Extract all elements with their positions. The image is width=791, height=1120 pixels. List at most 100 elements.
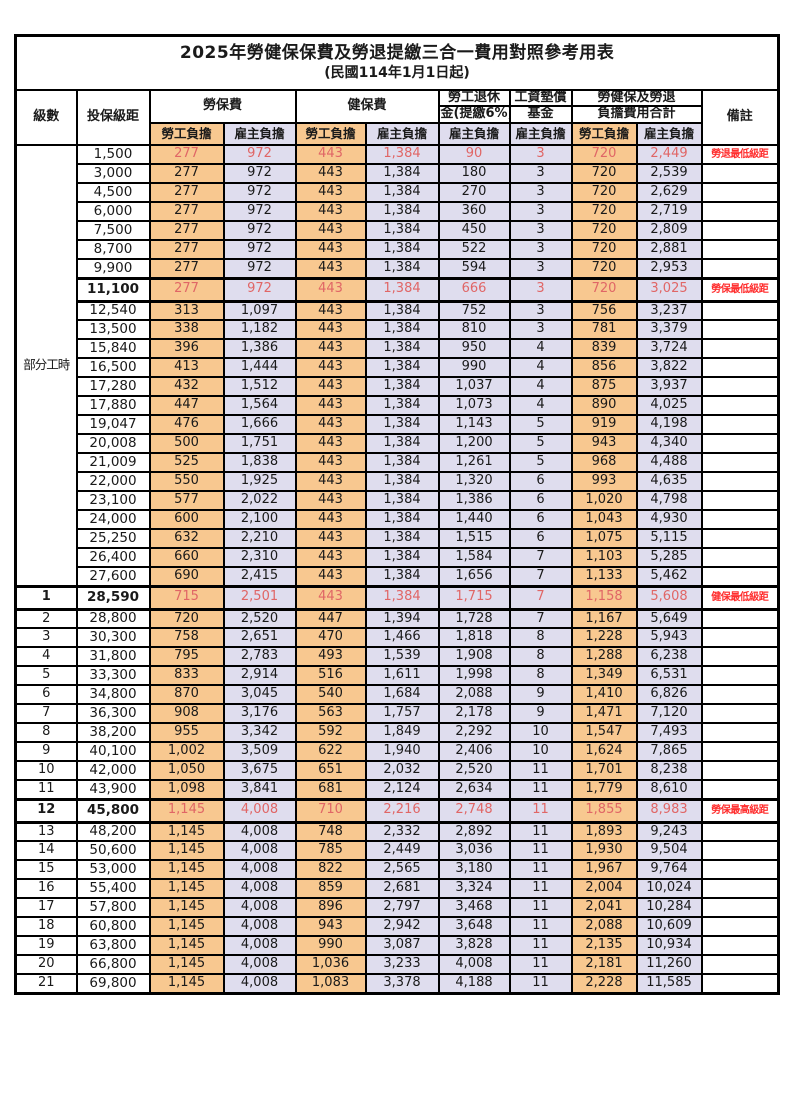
bracket-cell: 3,000 [75, 163, 151, 185]
level-cell: 2 [14, 608, 78, 630]
value-cell: 4,488 [635, 452, 703, 474]
value-cell: 4,008 [222, 954, 297, 976]
value-cell: 1,384 [364, 395, 440, 417]
remark-cell [700, 239, 780, 261]
value-cell: 3 [508, 319, 573, 341]
value-cell: 4,340 [635, 433, 703, 455]
value-cell: 1,200 [437, 433, 511, 455]
bracket-cell: 40,100 [75, 741, 151, 763]
value-cell: 2,539 [635, 163, 703, 185]
value-cell: 443 [294, 220, 367, 242]
value-cell: 11 [508, 840, 573, 862]
value-cell: 3 [508, 220, 573, 242]
level-cell: 3 [14, 627, 78, 649]
subheader-pension-employer: 雇主負擔 [437, 122, 511, 147]
remark-cell [700, 840, 780, 862]
value-cell: 1,083 [294, 973, 367, 995]
subheader-total-employer: 雇主負擔 [635, 122, 703, 147]
value-cell: 3,045 [222, 684, 297, 706]
col-header-bracket: 投保級距 [75, 88, 151, 147]
table-row: 25,250 632 2,210 443 1,384 1,515 6 1,075 5,115 [16, 528, 780, 550]
value-cell: 277 [148, 276, 225, 303]
value-cell: 4,008 [222, 821, 297, 843]
table-row: 4 31,800 795 2,783 493 1,539 1,908 8 1,288 6,238 [14, 646, 780, 668]
table-row: 11,100 277 972 443 1,384 666 3 720 3,025 勞保最低級距 [16, 276, 780, 303]
value-cell: 4 [508, 338, 573, 360]
value-cell: 1,512 [222, 376, 297, 398]
remark-cell [700, 821, 780, 843]
value-cell: 1,075 [570, 528, 638, 550]
value-cell: 972 [222, 144, 297, 166]
value-cell: 10,024 [635, 878, 703, 900]
value-cell: 3,036 [437, 840, 511, 862]
value-cell: 180 [437, 163, 511, 185]
remark-cell [700, 163, 780, 185]
value-cell: 1,584 [437, 547, 511, 569]
remark-cell [700, 357, 780, 379]
value-cell: 3 [508, 239, 573, 261]
value-cell: 522 [437, 239, 511, 261]
value-cell: 6,826 [635, 684, 703, 706]
bracket-cell: 13,500 [75, 319, 151, 341]
value-cell: 4 [508, 395, 573, 417]
remark-cell [700, 608, 780, 630]
value-cell: 1,384 [364, 220, 440, 242]
table-row: 3,000 277 972 443 1,384 180 3 720 2,539 [16, 163, 780, 185]
value-cell: 1,145 [148, 878, 225, 900]
remark-cell [700, 722, 780, 744]
value-cell: 870 [148, 684, 225, 706]
value-cell: 1,384 [364, 490, 440, 512]
value-cell: 443 [294, 584, 367, 611]
table-row: 19,047 476 1,666 443 1,384 1,143 5 919 4,198 [16, 414, 780, 436]
level-cell: 7 [14, 703, 78, 725]
bracket-cell: 23,100 [75, 490, 151, 512]
value-cell: 5,608 [635, 584, 703, 611]
value-cell: 270 [437, 182, 511, 204]
value-cell: 2,032 [364, 760, 440, 782]
value-cell: 1,849 [364, 722, 440, 744]
value-cell: 993 [570, 471, 638, 493]
table-row: 8 38,200 955 3,342 592 1,849 2,292 10 1,547 7,493 [14, 722, 780, 744]
value-cell: 4,008 [222, 878, 297, 900]
value-cell: 7,865 [635, 741, 703, 763]
value-cell: 10,934 [635, 935, 703, 957]
bracket-cell: 7,500 [75, 220, 151, 242]
value-cell: 1,145 [148, 916, 225, 938]
value-cell: 896 [294, 897, 367, 919]
value-cell: 1,384 [364, 163, 440, 185]
value-cell: 2,022 [222, 490, 297, 512]
value-cell: 3,025 [635, 276, 703, 303]
table-row: 15,840 396 1,386 443 1,384 950 4 839 3,724 [16, 338, 780, 360]
value-cell: 443 [294, 471, 367, 493]
bracket-cell: 42,000 [75, 760, 151, 782]
value-cell: 1,288 [570, 646, 638, 668]
value-cell: 277 [148, 182, 225, 204]
value-cell: 443 [294, 547, 367, 569]
value-cell: 3,378 [364, 973, 440, 995]
subheader-arrears-employer: 雇主負擔 [508, 122, 573, 147]
value-cell: 360 [437, 201, 511, 223]
remark-cell [700, 779, 780, 801]
value-cell: 10,609 [635, 916, 703, 938]
value-cell: 4,198 [635, 414, 703, 436]
value-cell: 990 [437, 357, 511, 379]
value-cell: 752 [437, 300, 511, 322]
subheader-labor-employee: 勞工負擔 [148, 122, 225, 147]
value-cell: 9,504 [635, 840, 703, 862]
value-cell: 990 [294, 935, 367, 957]
value-cell: 2,449 [635, 144, 703, 166]
value-cell: 1,145 [148, 840, 225, 862]
value-cell: 1,261 [437, 452, 511, 474]
value-cell: 666 [437, 276, 511, 303]
value-cell: 3 [508, 276, 573, 303]
level-cell: 1 [14, 584, 78, 611]
bracket-cell: 4,500 [75, 182, 151, 204]
remark-cell [700, 338, 780, 360]
value-cell: 443 [294, 163, 367, 185]
part-time-label-cell: 部分工時 [14, 144, 78, 588]
value-cell: 1,133 [570, 566, 638, 588]
value-cell: 1,145 [148, 935, 225, 957]
table-row: 23,100 577 2,022 443 1,384 1,386 6 1,020 4,798 [16, 490, 780, 512]
remark-cell [700, 703, 780, 725]
value-cell: 4,635 [635, 471, 703, 493]
